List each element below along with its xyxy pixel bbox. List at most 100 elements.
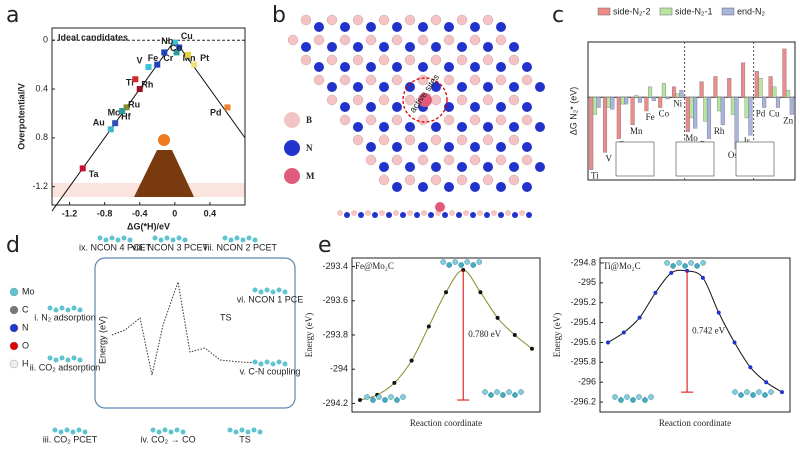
atom-n — [314, 62, 324, 72]
y-tick-label: 0 — [43, 35, 48, 45]
point — [123, 104, 130, 111]
point — [444, 290, 448, 295]
atom-n — [379, 162, 389, 172]
y-tick-label: -295.8 — [570, 357, 596, 367]
legend-atom — [9, 341, 19, 351]
atom-b — [404, 174, 416, 186]
atom-n — [340, 102, 350, 112]
atom-b — [391, 154, 403, 166]
atom-b — [456, 94, 468, 106]
bar — [782, 48, 787, 98]
step-label: iii. CO₂ PCET — [43, 434, 98, 444]
bar — [693, 96, 698, 129]
y-tick-label: -296 — [578, 377, 596, 387]
barrier-label: 0.742 eV — [692, 326, 725, 336]
legend-atom — [284, 168, 300, 184]
atom-b — [352, 54, 364, 66]
atom-n — [301, 42, 311, 52]
atom-n — [431, 162, 441, 172]
side-atom — [344, 212, 350, 218]
point — [669, 270, 674, 275]
atom-icon — [694, 263, 700, 269]
side-atom — [393, 210, 399, 216]
atom-icon — [382, 397, 388, 403]
atom-b — [378, 14, 390, 26]
atom-b — [495, 34, 507, 46]
atom-icon — [65, 357, 71, 363]
side-atom — [505, 210, 511, 216]
atom-icon — [176, 235, 182, 241]
atom-icon — [180, 429, 186, 435]
atom-b — [430, 14, 442, 26]
legend-label: C — [22, 304, 29, 314]
bar — [675, 93, 680, 98]
x-axis-label: ΔG(*H)/eV — [127, 221, 170, 231]
side-atom — [407, 210, 413, 216]
atom-b — [404, 94, 416, 106]
inset-box — [735, 141, 775, 177]
category-label: Rh — [714, 126, 725, 136]
atom-icon — [756, 389, 762, 395]
atom-icon — [150, 427, 156, 433]
point — [764, 380, 769, 385]
atom-n — [470, 22, 480, 32]
atom-b — [456, 14, 468, 26]
atom-icon — [82, 429, 88, 435]
atom-n — [379, 82, 389, 92]
atom-icon — [53, 357, 59, 363]
point — [107, 126, 114, 133]
atom-icon — [233, 429, 239, 435]
atom-b — [469, 114, 481, 126]
side-atom — [526, 212, 532, 218]
atom-icon — [440, 259, 446, 265]
step-label: vii. NCON 2 PCET — [203, 242, 278, 252]
atom-b — [430, 94, 442, 106]
atom-icon — [458, 262, 464, 268]
bar — [679, 90, 684, 98]
bar — [775, 96, 781, 108]
bar — [689, 96, 694, 119]
atom-b — [378, 134, 390, 146]
atom-icon — [452, 259, 458, 265]
side-atom — [512, 212, 518, 218]
point-label: V — [136, 55, 142, 65]
atom-b — [391, 34, 403, 46]
atom-icon — [257, 429, 263, 435]
atom-icon — [688, 260, 694, 266]
atom-b — [430, 54, 442, 66]
x-tick-label: -1.2 — [62, 208, 78, 218]
y-tick-label: -293.8 — [322, 329, 348, 339]
point-label: Hf — [121, 112, 131, 122]
atom-n — [457, 162, 467, 172]
y-tick-label: -295.4 — [570, 317, 596, 327]
atom-b — [495, 154, 507, 166]
atom-b — [443, 74, 455, 86]
y-tick-label: -296.2 — [570, 396, 596, 406]
atom-n — [392, 102, 402, 112]
point-label: Rh — [141, 80, 153, 90]
atom-n — [392, 22, 402, 32]
point-label: Ru — [128, 99, 140, 109]
bar — [630, 96, 635, 125]
category-label: Mn — [630, 126, 643, 136]
y-tick-label: -294 — [330, 364, 348, 374]
atom-icon — [127, 237, 133, 243]
atom-n — [496, 142, 506, 152]
point-label: Mo — [108, 108, 121, 118]
atom-icon — [270, 289, 276, 295]
atom-b — [521, 154, 533, 166]
y-axis-label: Energy (eV) — [552, 313, 562, 358]
atom-b — [417, 74, 429, 86]
atom-icon — [227, 427, 233, 433]
atom-n — [483, 162, 493, 172]
atom-n — [470, 142, 480, 152]
atom-icon — [59, 305, 65, 311]
atom-b — [365, 74, 377, 86]
atom-b — [508, 174, 520, 186]
bar — [772, 86, 777, 98]
atom-n — [522, 142, 532, 152]
side-atom — [470, 212, 476, 218]
atom-n — [366, 142, 376, 152]
atom-icon — [376, 394, 382, 400]
atom-b — [352, 14, 364, 26]
